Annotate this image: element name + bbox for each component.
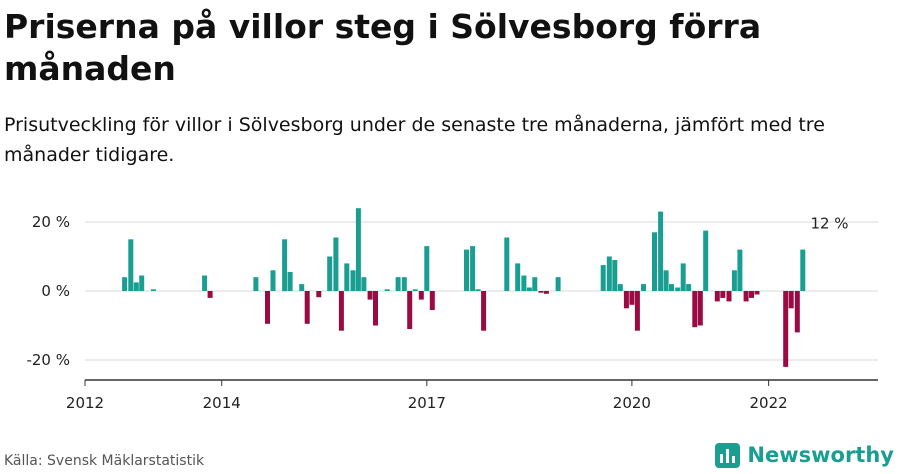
source-note: Källa: Svensk Mäklarstatistik	[4, 453, 205, 469]
bar	[464, 249, 469, 291]
bar	[521, 275, 527, 291]
bar	[355, 208, 361, 291]
bar	[282, 239, 288, 292]
bar	[429, 291, 435, 310]
bar	[526, 287, 532, 291]
bar	[714, 291, 720, 302]
bar	[407, 291, 413, 329]
bar	[122, 277, 128, 291]
bar	[139, 275, 145, 291]
bar	[316, 291, 322, 298]
bar	[800, 249, 806, 291]
bar	[788, 291, 794, 309]
bar	[373, 291, 378, 326]
bar	[270, 270, 276, 291]
last-value-annotation: 12 %	[810, 215, 848, 233]
bar	[743, 291, 749, 302]
bar	[675, 287, 681, 291]
bar	[207, 291, 213, 298]
y-axis-labels: 20 % 0 % -20 %	[26, 213, 70, 369]
y-tick-label: 0 %	[41, 282, 70, 300]
bar	[754, 291, 760, 295]
x-tick-label: 2020	[613, 394, 651, 412]
bar	[658, 211, 664, 291]
bar	[424, 246, 430, 291]
bar	[634, 291, 640, 331]
bar-chart-icon	[715, 442, 741, 468]
bar	[470, 246, 476, 291]
bar	[412, 289, 418, 291]
bar	[783, 291, 789, 367]
bar	[669, 284, 674, 291]
x-tick-label: 2022	[750, 394, 788, 412]
bar	[515, 263, 521, 291]
bar	[299, 284, 305, 291]
chart-subtitle: Prisutveckling för villor i Sölvesborg u…	[4, 114, 825, 166]
bar	[150, 289, 156, 291]
bar	[344, 263, 350, 291]
bars	[122, 208, 806, 367]
bar	[641, 284, 646, 291]
bar	[737, 249, 743, 291]
bar	[481, 291, 487, 331]
x-tick-label: 2017	[408, 394, 446, 412]
bar	[680, 263, 686, 291]
bar	[133, 282, 139, 291]
bar	[629, 291, 635, 305]
bar	[652, 232, 657, 291]
bar	[384, 289, 390, 291]
bar-chart: 20 % 0 % -20 % 2012 2014 2017 2020 2022 12 %	[26, 208, 878, 412]
bar	[265, 291, 270, 324]
bar	[287, 272, 293, 291]
y-tick-label: 20 %	[32, 213, 70, 231]
bar	[532, 277, 538, 291]
bar	[663, 270, 669, 291]
bar	[128, 239, 134, 292]
bar	[703, 230, 709, 291]
bar	[253, 277, 259, 291]
bar	[475, 289, 481, 291]
bar	[327, 256, 333, 291]
bar	[395, 277, 401, 291]
bar	[731, 270, 737, 291]
bar	[600, 265, 606, 291]
bar	[543, 291, 549, 294]
bar	[418, 291, 424, 300]
bar	[304, 291, 310, 324]
y-tick-label: -20 %	[26, 351, 70, 369]
x-axis-ticks: 2012 2014 2017 2020 2022	[66, 380, 788, 412]
x-tick-label: 2014	[203, 394, 241, 412]
x-tick-label: 2012	[66, 394, 104, 412]
bar	[794, 291, 800, 333]
bar	[720, 291, 726, 298]
bar	[202, 275, 208, 291]
chart-title: Priserna på villor steg i Sölvesborg för…	[4, 7, 762, 88]
bar	[692, 291, 698, 328]
bar	[504, 237, 510, 291]
bar	[749, 291, 754, 298]
bar	[401, 277, 407, 291]
bar	[697, 291, 703, 326]
bar	[367, 291, 373, 300]
bar	[350, 270, 356, 291]
bar	[555, 277, 561, 291]
bar	[617, 284, 623, 291]
bar	[686, 284, 692, 291]
bar	[338, 291, 344, 331]
bar	[606, 256, 612, 291]
bar	[623, 291, 629, 309]
bar	[726, 291, 732, 302]
bar	[612, 260, 618, 292]
brand-logo-block: Newsworthy	[715, 440, 894, 470]
brand-name: Newsworthy	[747, 443, 894, 467]
bar	[538, 291, 544, 293]
bar	[333, 237, 339, 291]
bar	[361, 277, 367, 291]
